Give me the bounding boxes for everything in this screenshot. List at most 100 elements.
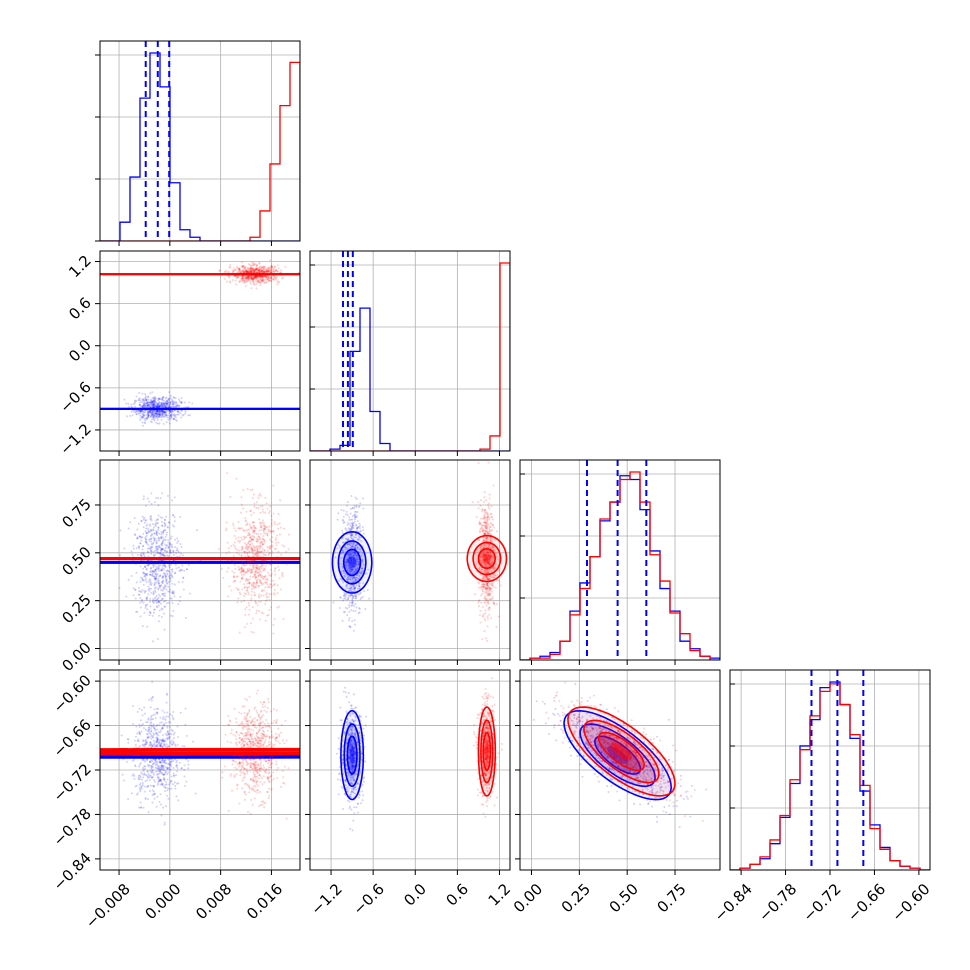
scatter-point [148, 726, 151, 729]
scatter-point [178, 761, 181, 764]
scatter-point [165, 771, 168, 774]
scatter-point [156, 409, 159, 412]
panel-content [100, 670, 300, 870]
scatter-point [251, 549, 254, 552]
scatter-point [486, 530, 489, 533]
scatter-point [155, 570, 158, 573]
scatter-point [159, 768, 162, 771]
scatter-point [168, 409, 171, 412]
scatter-point [163, 776, 166, 779]
scatter-point [477, 586, 480, 589]
scatter-point [263, 524, 266, 527]
scatter-point [265, 581, 268, 584]
scatter-point [139, 733, 142, 736]
scatter-point [347, 571, 350, 574]
scatter-point [162, 576, 165, 579]
scatter-point [156, 518, 159, 521]
scatter-point [150, 402, 153, 405]
scatter-point [149, 400, 152, 403]
scatter-point [262, 271, 265, 274]
scatter-point [257, 269, 260, 272]
scatter-point [169, 401, 172, 404]
scatter-point [163, 564, 166, 567]
scatter-point [179, 595, 182, 598]
scatter-point [258, 593, 261, 596]
scatter-point [485, 521, 488, 524]
scatter-point [239, 567, 242, 570]
scatter-point [259, 582, 262, 585]
scatter-point [154, 579, 157, 582]
scatter-point [167, 736, 170, 739]
scatter-point [253, 275, 256, 278]
scatter-point [355, 534, 358, 537]
scatter-point [168, 416, 171, 419]
scatter-point [490, 576, 493, 579]
scatter-point [483, 521, 486, 524]
scatter-point [245, 269, 248, 272]
scatter-point [483, 570, 486, 573]
scatter-point [158, 410, 161, 413]
scatter-point [249, 575, 252, 578]
scatter-point [245, 548, 248, 551]
scatter-point [161, 727, 164, 730]
scatter-point [237, 568, 240, 571]
scatter-point [259, 275, 262, 278]
scatter-point [133, 774, 136, 777]
scatter-point [489, 594, 492, 597]
scatter-point [134, 597, 137, 600]
scatter-point [183, 401, 186, 404]
scatter-point [159, 793, 162, 796]
scatter-point [166, 526, 169, 529]
scatter-point [254, 564, 257, 567]
scatter-point [349, 593, 352, 596]
scatter-point [132, 409, 135, 412]
scatter-point [486, 562, 489, 565]
scatter-point [485, 517, 488, 520]
scatter-point [250, 584, 253, 587]
scatter-point [186, 568, 189, 571]
scatter-point [253, 587, 256, 590]
scatter-point [263, 527, 266, 530]
scatter-point [490, 570, 493, 573]
scatter-point [355, 504, 358, 507]
scatter-point [159, 744, 162, 747]
scatter-point [151, 696, 154, 699]
scatter-point [490, 533, 493, 536]
scatter-point [161, 564, 164, 567]
scatter-point [247, 277, 250, 280]
scatter-point [223, 277, 226, 280]
scatter-point [360, 567, 363, 570]
scatter-point [350, 588, 353, 591]
scatter-point [240, 573, 243, 576]
scatter-point [225, 527, 228, 530]
scatter-point [275, 544, 278, 547]
scatter-point [156, 413, 159, 416]
scatter-point [157, 601, 160, 604]
scatter-point [158, 766, 161, 769]
scatter-point [260, 576, 263, 579]
scatter-point [348, 554, 351, 557]
scatter-point [259, 505, 262, 508]
scatter-point [144, 422, 147, 425]
scatter-point [280, 553, 283, 556]
scatter-point [262, 589, 265, 592]
scatter-point [168, 788, 171, 791]
scatter-point [241, 270, 244, 273]
scatter-point [159, 516, 162, 519]
scatter-point [169, 414, 172, 417]
scatter-point [158, 739, 161, 742]
scatter-point [348, 590, 351, 593]
scatter-point [174, 745, 177, 748]
scatter-point [149, 611, 152, 614]
scatter-point [253, 283, 256, 286]
scatter-point [163, 411, 166, 414]
scatter-point [347, 547, 350, 550]
scatter-point [265, 275, 268, 278]
scatter-point [156, 767, 159, 770]
scatter-point [257, 497, 260, 500]
scatter-point [153, 575, 156, 578]
scatter-point [158, 422, 161, 425]
scatter-point [159, 536, 162, 539]
scatter-point [176, 770, 179, 773]
scatter-point [252, 521, 255, 524]
